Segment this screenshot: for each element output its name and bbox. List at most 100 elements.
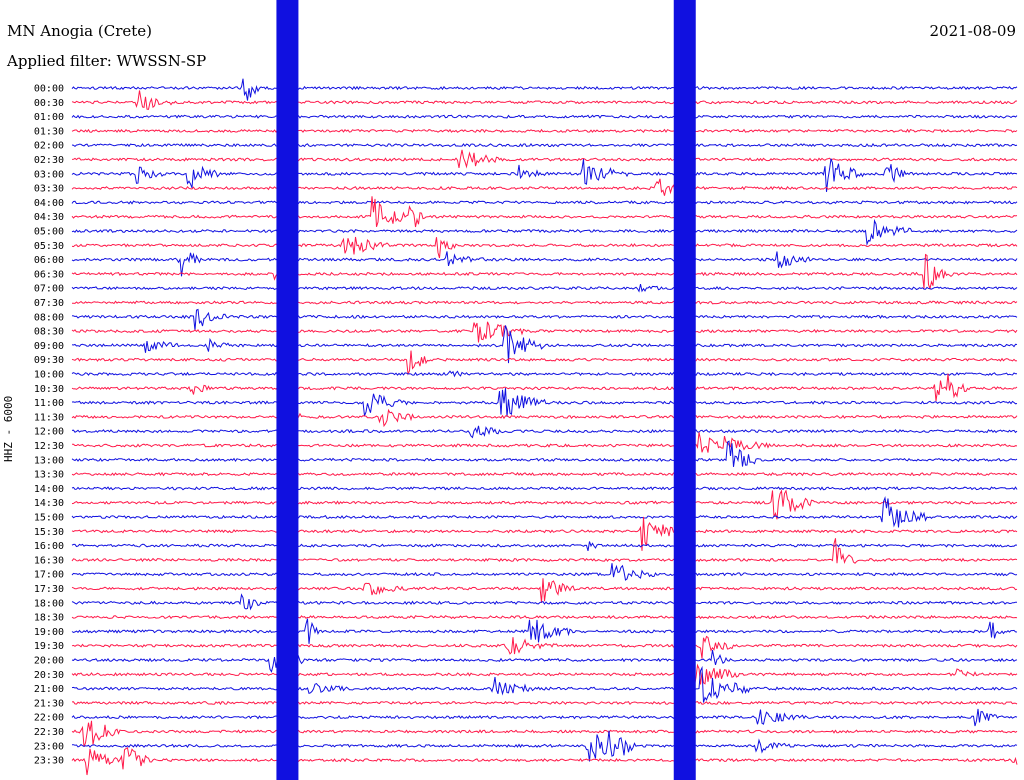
- trace-row-1730: [71, 578, 1018, 603]
- row-tick-label: 08:30: [34, 327, 64, 338]
- trace-row-2200: [71, 708, 1018, 727]
- station-title: MN Anogia (Crete): [7, 22, 153, 40]
- trace-row-0330: [71, 178, 1018, 196]
- row-tick-label: 07:30: [34, 298, 64, 309]
- row-tick-label: 03:00: [34, 169, 64, 180]
- trace-row-0800: [71, 308, 1018, 331]
- row-tick-label: 20:00: [34, 656, 64, 667]
- trace-row-1930: [71, 635, 1018, 659]
- trace-row-1830: [71, 614, 1018, 620]
- row-tick-label: 14:30: [34, 498, 64, 509]
- row-tick-label: 05:00: [34, 227, 64, 238]
- trace-row-1000: [71, 370, 1017, 378]
- row-tick-label: 04:30: [34, 212, 64, 223]
- trace-row-2130: [71, 700, 1018, 706]
- trace-row-0830: [71, 321, 1018, 343]
- row-tick-label: 12:30: [34, 441, 64, 452]
- trace-row-0200: [71, 142, 1018, 148]
- trace-row-1100: [71, 388, 1018, 417]
- row-tick-label: 21:30: [34, 698, 64, 709]
- trace-row-1430: [71, 489, 1018, 520]
- tick-label-group: 00:00 00:30 01:00 01:30 02:00 02:30 03:00 03:30…: [34, 84, 64, 767]
- row-tick-label: 23:00: [34, 741, 64, 752]
- row-tick-label: 01:00: [34, 112, 64, 123]
- row-tick-label: 19:30: [34, 641, 64, 652]
- row-tick-label: 17:30: [34, 584, 64, 595]
- trace-row-0500: [71, 218, 1018, 246]
- trace-row-2300: [71, 730, 1018, 762]
- row-tick-label: 02:30: [34, 155, 64, 166]
- trace-row-0900: [71, 325, 1018, 364]
- row-tick-label: 01:30: [34, 126, 64, 137]
- trace-row-1900: [71, 618, 1018, 644]
- trace-row-0000: [71, 78, 1018, 101]
- row-tick-label: 05:30: [34, 241, 64, 252]
- trace-row-1130: [71, 404, 1018, 428]
- trace-row-0130: [71, 128, 1018, 133]
- row-tick-label: 20:30: [34, 670, 64, 681]
- row-tick-label: 23:30: [34, 756, 64, 767]
- row-tick-label: 03:30: [34, 184, 64, 195]
- trace-row-0230: [71, 149, 1018, 169]
- trace-row-1700: [71, 563, 1018, 581]
- row-tick-label: 11:30: [34, 412, 64, 423]
- trace-row-0930: [71, 350, 1018, 376]
- trace-row-2330: [71, 747, 1018, 776]
- row-tick-label: 21:00: [34, 684, 64, 695]
- trace-row-0400: [71, 200, 1018, 205]
- row-tick-label: 22:30: [34, 727, 64, 738]
- row-tick-label: 10:00: [34, 370, 64, 381]
- trace-row-0600: [71, 251, 1018, 277]
- row-tick-label: 02:00: [34, 141, 64, 152]
- trace-row-1200: [71, 425, 1018, 439]
- trace-row-1600: [71, 541, 1018, 552]
- row-tick-label: 14:00: [34, 484, 64, 495]
- row-tick-label: 10:30: [34, 384, 64, 395]
- trace-row-1300: [71, 440, 1018, 467]
- trace-row-1630: [71, 538, 1018, 564]
- row-tick-label: 00:30: [34, 98, 64, 109]
- row-tick-label: 15:30: [34, 527, 64, 538]
- trace-row-1230: [72, 432, 1018, 453]
- trace-row-0430: [71, 196, 1018, 228]
- row-tick-label: 13:00: [34, 455, 64, 466]
- trace-row-0300: [71, 158, 1018, 192]
- trace-row-0730: [72, 300, 1018, 305]
- row-tick-label: 11:00: [34, 398, 64, 409]
- trace-row-2030: [71, 663, 1018, 689]
- trace-group: [71, 78, 1018, 776]
- row-tick-label: 09:00: [34, 341, 64, 352]
- trace-row-1500: [71, 495, 1018, 528]
- row-tick-label: 07:00: [34, 284, 64, 295]
- date-label: 2021-08-09: [929, 22, 1016, 40]
- row-tick-label: 17:00: [34, 570, 64, 581]
- trace-row-0100: [71, 114, 1018, 119]
- event-band-1: [276, 0, 299, 780]
- row-tick-label: 09:30: [34, 355, 64, 366]
- row-tick-label: 13:30: [34, 470, 64, 481]
- row-tick-label: 00:00: [34, 84, 64, 95]
- trace-row-1030: [71, 373, 1018, 402]
- event-band-2: [673, 0, 696, 780]
- trace-row-2100: [71, 665, 1018, 703]
- row-tick-label: 06:00: [34, 255, 64, 266]
- row-tick-label: 16:30: [34, 555, 64, 566]
- row-tick-label: 06:30: [34, 269, 64, 280]
- trace-row-1530: [71, 516, 1018, 551]
- row-tick-label: 08:00: [34, 312, 64, 323]
- event-band-group: [276, 0, 696, 780]
- trace-row-0530: [71, 236, 1018, 259]
- trace-row-0030: [71, 90, 1018, 110]
- row-tick-label: 04:00: [34, 198, 64, 209]
- row-tick-label: 22:00: [34, 713, 64, 724]
- row-tick-label: 15:00: [34, 513, 64, 524]
- row-tick-label: 19:00: [34, 627, 64, 638]
- trace-row-0630: [71, 253, 1018, 291]
- row-tick-label: 16:00: [34, 541, 64, 552]
- trace-row-2000: [71, 650, 1018, 673]
- trace-row-1400: [71, 486, 1018, 491]
- trace-row-1330: [71, 471, 1018, 477]
- row-tick-label: 18:00: [34, 598, 64, 609]
- trace-row-0700: [71, 283, 1018, 293]
